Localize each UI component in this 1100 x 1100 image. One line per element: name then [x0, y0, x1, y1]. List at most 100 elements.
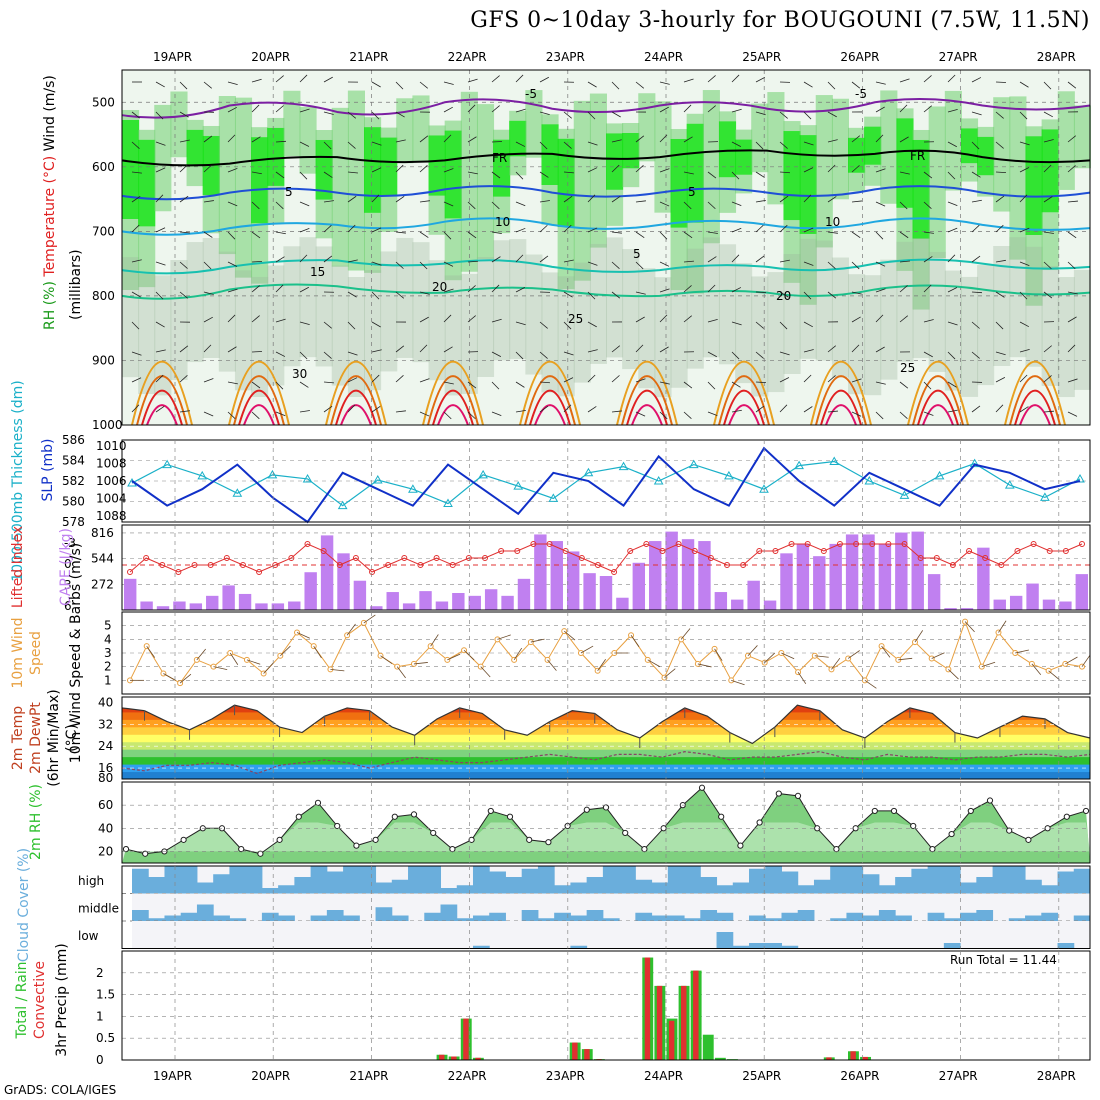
- wind-barb: [395, 375, 404, 383]
- cape-bar: [468, 595, 481, 610]
- rh-shade: [460, 91, 478, 272]
- wind-barb: [203, 411, 214, 417]
- wind-barb: [515, 108, 526, 113]
- wind-barb: [707, 231, 718, 234]
- wind-barb: [515, 321, 526, 326]
- wind-barb: [227, 134, 236, 143]
- wind-barb: [683, 411, 692, 420]
- cape-frame: [121, 524, 1091, 611]
- wind-barb: [1043, 139, 1054, 143]
- wind-barb: [251, 104, 260, 113]
- wind-barb: [779, 224, 788, 233]
- wind-barb: [323, 381, 334, 384]
- thickness-tick-label: 578: [62, 515, 85, 529]
- cape-bar: [402, 603, 416, 610]
- wind-barb-10m: [630, 635, 640, 647]
- wind-barb: [155, 374, 164, 383]
- wind-barb: [683, 260, 694, 263]
- wind-barb: [251, 315, 260, 323]
- wind-barb: [539, 321, 548, 329]
- chart-title: GFS 0~10day 3-hourly for BOUGOUNI (7.5W,…: [470, 8, 1090, 33]
- wind-barb: [347, 404, 356, 413]
- wind-barb-10m: [280, 645, 291, 657]
- wind-barb: [299, 74, 308, 83]
- cloud-row-background: [132, 921, 1090, 949]
- wind-barb: [419, 164, 428, 173]
- wind-barb: [131, 111, 141, 119]
- wind-barb: [635, 165, 644, 173]
- wind-barb: [731, 108, 742, 113]
- wind-barb-10m: [864, 680, 877, 689]
- cloud-frame: [121, 865, 1091, 949]
- rh-shade: [347, 90, 365, 271]
- wind-barb: [347, 259, 358, 263]
- diurnal-isotherm: [529, 389, 571, 426]
- wind-barb: [251, 260, 263, 263]
- cape-bar: [353, 580, 367, 610]
- run-total-label: Run Total = 11.44: [950, 953, 1057, 967]
- cape-bar: [977, 547, 990, 610]
- wind-barb: [467, 104, 476, 113]
- wind-barb-10m: [530, 638, 545, 643]
- top-date-label: 22APR: [448, 50, 487, 64]
- li-tick-label: 0: [64, 557, 72, 571]
- wind-barb: [587, 194, 596, 203]
- upper-air-ylabel-part: RH (%): [42, 277, 58, 330]
- wind-barb: [419, 291, 430, 295]
- wind-barb: [659, 201, 670, 207]
- rh-shade: [1073, 105, 1091, 169]
- wind-barb: [611, 196, 621, 203]
- wind-barb: [275, 411, 286, 417]
- wind-barb: [971, 321, 980, 329]
- rh-shade-low: [122, 257, 140, 378]
- diurnal-isotherm: [810, 360, 872, 426]
- wind-barb-10m: [714, 648, 723, 661]
- wind-barb: [395, 111, 405, 118]
- wind-barb: [755, 351, 764, 359]
- wind-barb: [227, 411, 236, 420]
- wind-barb: [899, 136, 909, 143]
- wind-barb: [371, 261, 382, 266]
- wind-barb: [851, 165, 860, 173]
- cloud-cover-bar: [716, 932, 734, 949]
- wind-barb: [707, 411, 718, 416]
- wind-barb-10m: [781, 652, 795, 660]
- wind-barb: [587, 141, 598, 146]
- wind-barb-10m: [563, 630, 576, 641]
- rh-shade: [815, 95, 833, 248]
- cloud-cover-bar: [343, 866, 360, 894]
- wind-barb: [1019, 167, 1030, 173]
- wind-barb: [539, 405, 549, 413]
- wind-barb: [563, 171, 574, 174]
- wind-barb: [179, 345, 189, 353]
- wind-barb: [155, 349, 166, 353]
- rh-shade-low: [364, 270, 382, 391]
- temp-ylabel-b: 2m DewPt: [28, 702, 44, 774]
- top-date-label: 24APR: [644, 50, 683, 64]
- cloud-cover-bar: [976, 877, 994, 894]
- wind-barb: [803, 194, 812, 203]
- wind-barb: [1019, 141, 1030, 146]
- rh-shade: [928, 106, 946, 258]
- rh-shade-high: [380, 137, 398, 196]
- wind-barb: [1019, 406, 1029, 413]
- wind-tick-label: 1: [104, 673, 112, 687]
- wind-barb: [203, 231, 213, 238]
- wind-barb: [971, 224, 980, 233]
- wind-barb: [299, 201, 310, 207]
- wind-barb: [443, 168, 454, 173]
- wind-barb: [923, 105, 932, 113]
- wind-barb: [587, 261, 598, 266]
- cloud-cover-bar: [261, 888, 279, 894]
- wind-barb: [635, 231, 645, 238]
- cloud-cover-bar: [375, 882, 393, 894]
- wind-barb: [731, 141, 742, 148]
- li-marker: [966, 548, 973, 554]
- li-marker: [191, 562, 198, 568]
- wind-barb: [323, 171, 333, 178]
- rh-shade: [702, 90, 720, 244]
- wind-barb: [755, 111, 766, 116]
- wind-barb: [611, 139, 622, 143]
- wind-barb: [419, 135, 429, 143]
